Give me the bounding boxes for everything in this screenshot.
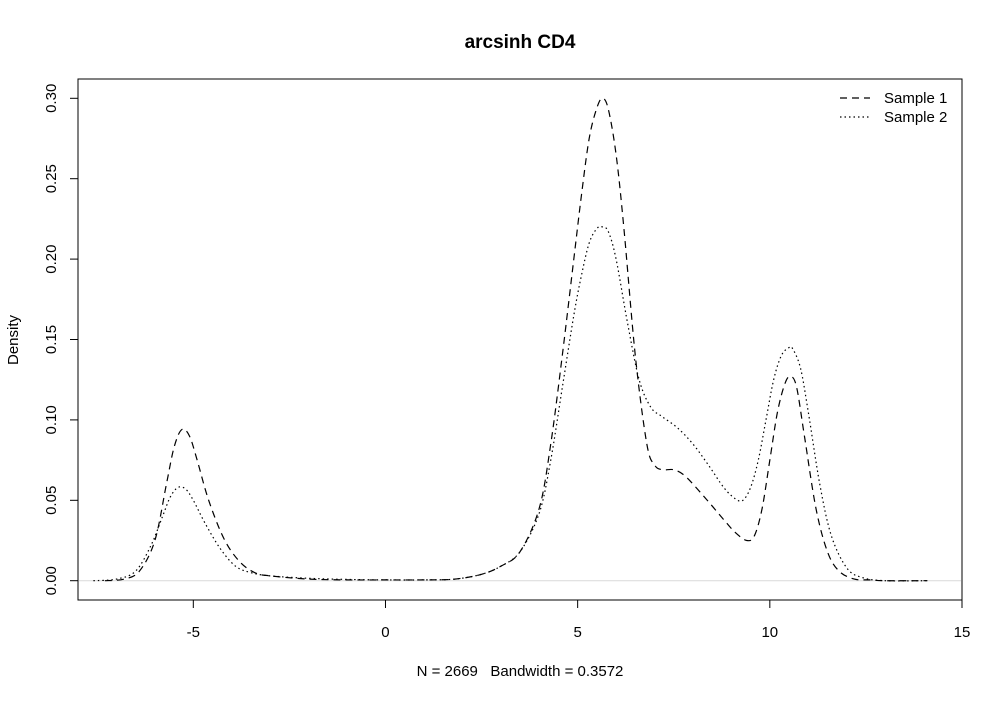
- x-axis-label: N = 2669 Bandwidth = 0.3572: [417, 663, 624, 680]
- y-tick-label: 0.25: [43, 164, 60, 193]
- legend-label: Sample 1: [884, 90, 947, 107]
- y-tick-label: 0.00: [43, 566, 60, 595]
- y-tick-label: 0.30: [43, 84, 60, 113]
- series-line-sample-1: [104, 97, 928, 582]
- x-tick-label: 15: [954, 624, 971, 641]
- y-tick-label: 0.10: [43, 405, 60, 434]
- x-tick-label: 0: [381, 624, 389, 641]
- legend-label: Sample 2: [884, 109, 947, 126]
- x-tick-label: 5: [573, 624, 581, 641]
- y-axis-label: Density: [5, 314, 22, 365]
- x-tick-label: 10: [761, 624, 778, 641]
- x-axis: -5 0 5 10 15: [187, 599, 971, 641]
- y-tick-label: 0.20: [43, 244, 60, 273]
- y-tick-label: 0.15: [43, 325, 60, 354]
- y-axis: 0.00 0.05 0.10 0.15 0.20 0.25 0.30: [43, 84, 79, 595]
- y-tick-label: 0.05: [43, 486, 60, 515]
- series-layer: [79, 97, 961, 582]
- legend: Sample 1 Sample 2: [840, 90, 947, 126]
- chart-title: arcsinh CD4: [465, 32, 576, 53]
- plot-frame: [77, 78, 963, 601]
- x-tick-label: -5: [187, 624, 200, 641]
